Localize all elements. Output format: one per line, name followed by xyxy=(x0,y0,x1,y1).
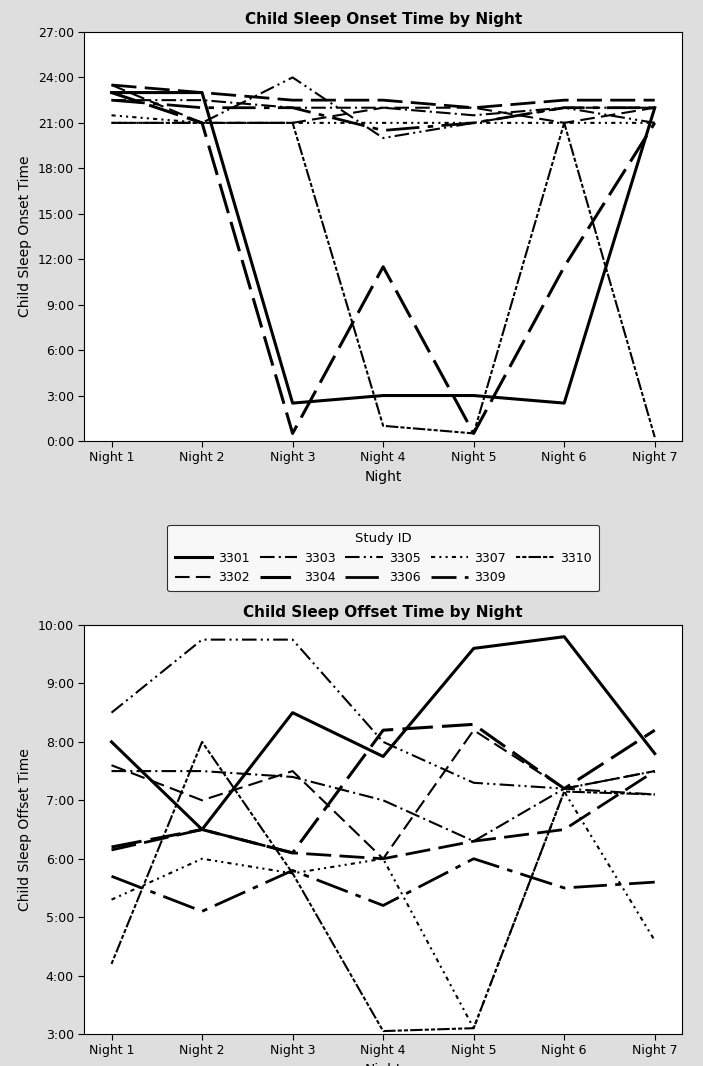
X-axis label: Night: Night xyxy=(364,470,402,484)
Y-axis label: Child Sleep Offset Time: Child Sleep Offset Time xyxy=(18,748,32,911)
Y-axis label: Child Sleep Onset Time: Child Sleep Onset Time xyxy=(18,156,32,318)
X-axis label: Night: Night xyxy=(364,1063,402,1066)
Title: Child Sleep Offset Time by Night: Child Sleep Offset Time by Night xyxy=(243,604,523,619)
Legend: 3301, 3302, 3303, 3304, 3305, 3306, 3307, 3309, 3310: 3301, 3302, 3303, 3304, 3305, 3306, 3307… xyxy=(167,524,599,592)
Title: Child Sleep Onset Time by Night: Child Sleep Onset Time by Night xyxy=(245,12,522,27)
